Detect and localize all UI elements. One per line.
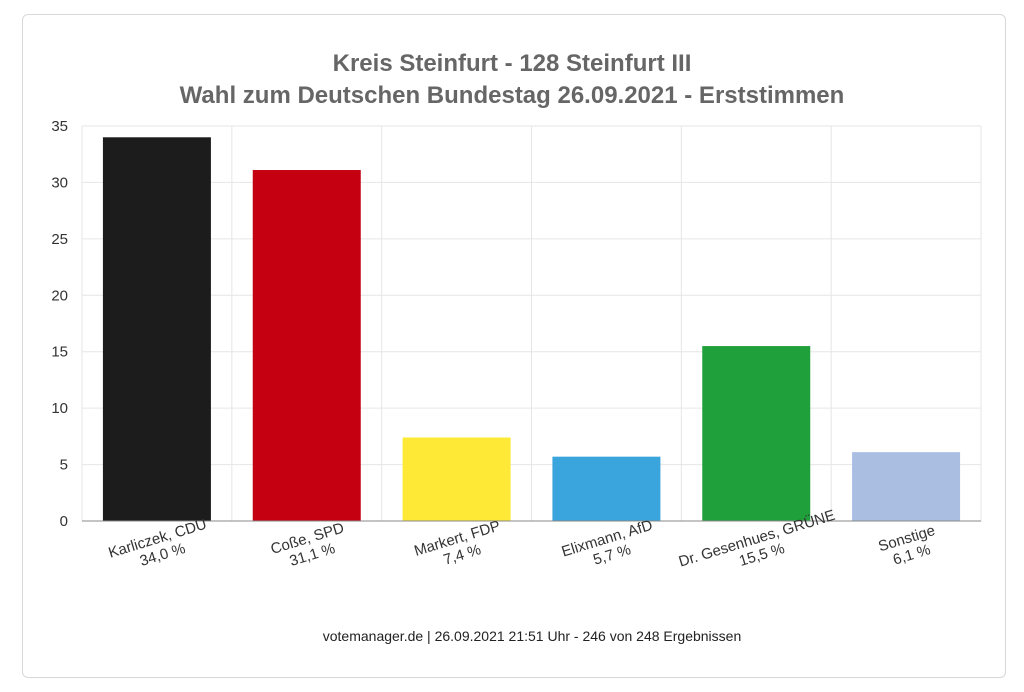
y-tick-label: 5 — [60, 457, 68, 474]
bar — [552, 456, 661, 521]
y-tick-label: 25 — [51, 231, 68, 248]
chart-title-line-2: Wahl zum Deutschen Bundestag 26.09.2021 … — [179, 82, 845, 109]
y-tick-label: 30 — [51, 174, 68, 191]
bar — [852, 452, 961, 521]
x-tick-label: Elixmann, AfD5,7 % — [560, 517, 660, 577]
x-tick-label: Coße, SPD31,1 % — [269, 519, 352, 574]
chart-title-line-1: Kreis Steinfurt - 128 Steinfurt III — [332, 50, 692, 77]
x-tick-label: Karliczek, CDU34,0 % — [106, 516, 213, 578]
bar — [102, 137, 211, 522]
y-tick-label: 20 — [51, 287, 68, 304]
y-tick-label: 15 — [51, 344, 68, 361]
y-tick-label: 10 — [51, 400, 68, 417]
footer-source: votemanager.de | 26.09.2021 21:51 Uhr - … — [322, 628, 742, 644]
x-tick-label: Markert, FDP7,4 % — [412, 518, 507, 577]
bar — [702, 346, 811, 521]
x-tick-label: Sonstige6,1 % — [876, 522, 942, 572]
y-tick-label: 0 — [60, 513, 68, 530]
bar — [402, 437, 511, 521]
bar — [252, 170, 361, 521]
y-tick-label: 35 — [51, 118, 68, 135]
